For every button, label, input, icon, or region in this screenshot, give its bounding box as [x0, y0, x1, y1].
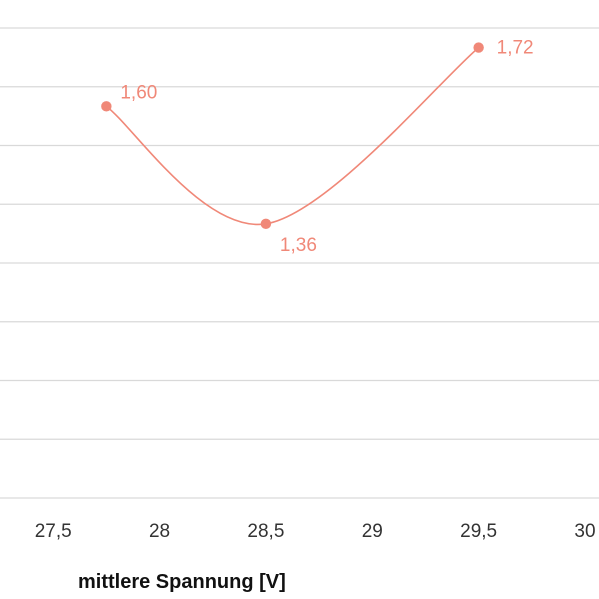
x-axis-ticks: 27,5 28 28,5 29 29,5 30: [35, 521, 596, 542]
x-tick-label: 29,5: [460, 521, 497, 542]
grid-lines: [0, 27, 599, 499]
data-label: 1,60: [120, 82, 157, 103]
x-axis-label: mittlere Spannung [V]: [78, 571, 286, 593]
x-tick-label: 29: [362, 521, 383, 542]
x-tick-label: 28,5: [247, 521, 284, 542]
data-point: [260, 218, 272, 230]
data-label: 1,72: [497, 38, 534, 59]
x-tick-label: 28: [149, 521, 170, 542]
series-line: [105, 46, 480, 226]
x-tick-label: 27,5: [35, 521, 72, 542]
x-tick-label: 30: [574, 521, 595, 542]
series-layer: 1,60 1,36 1,72: [101, 38, 534, 256]
data-label: 1,36: [280, 235, 317, 256]
data-point: [101, 101, 112, 112]
data-point: [473, 42, 484, 53]
